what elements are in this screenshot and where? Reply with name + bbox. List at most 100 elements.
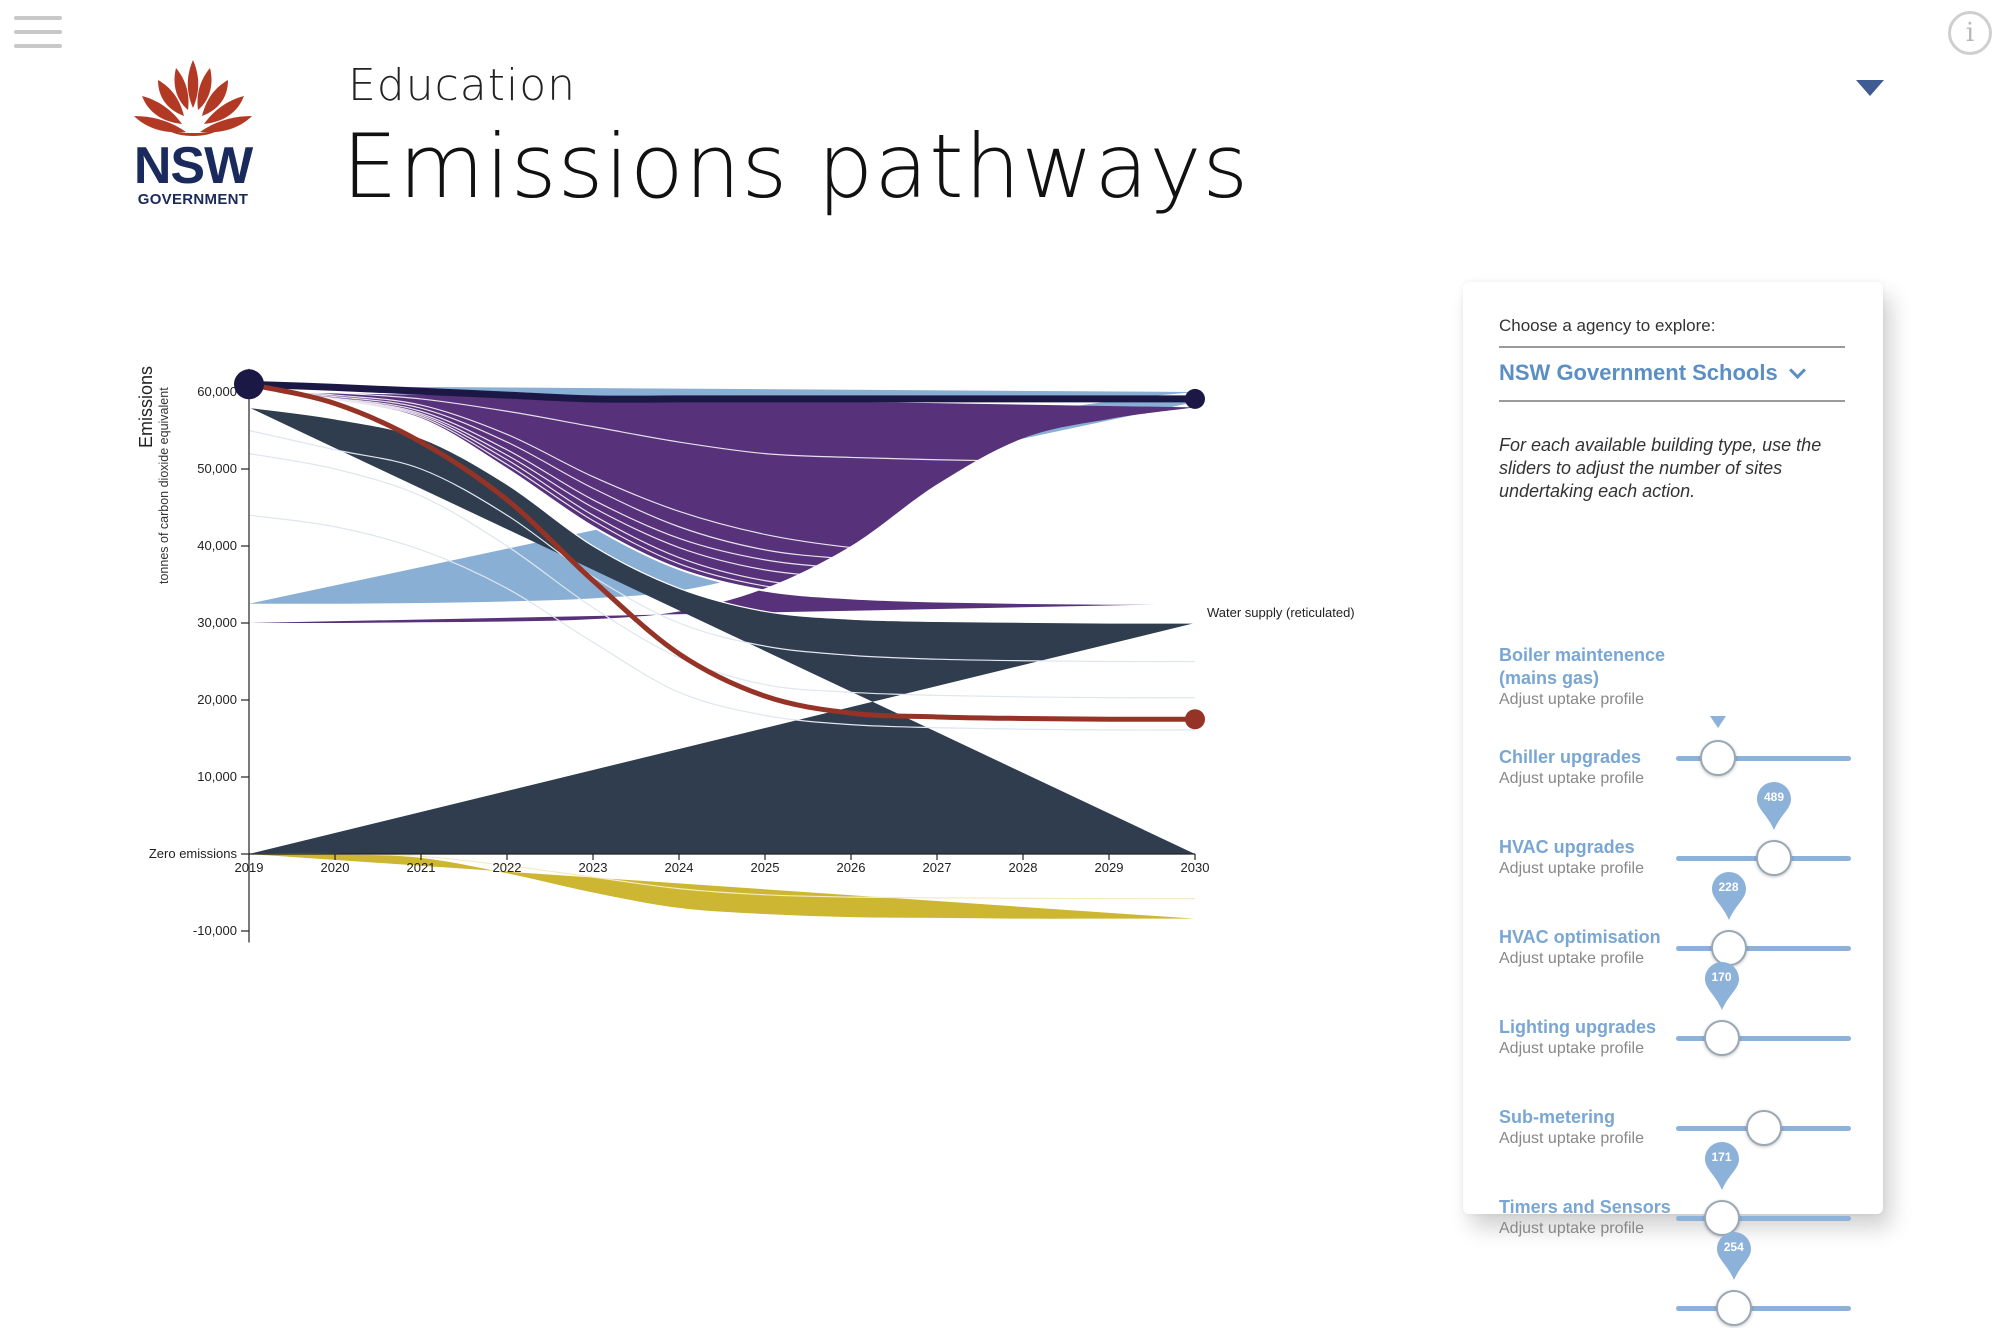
info-button[interactable]: i (1948, 11, 1992, 55)
page-title: Emissions pathways (342, 115, 1250, 218)
slider-value-tooltip: 489 (1757, 782, 1791, 830)
area-boundary-line (248, 429, 1196, 663)
action-name: HVAC upgrades (1499, 837, 1635, 857)
uptake-slider[interactable] (1676, 716, 1851, 778)
area-boundary-line (248, 391, 1196, 600)
action-name: Lighting upgrades (1499, 1017, 1656, 1037)
y-tick-label: 40,000 (197, 538, 237, 553)
x-tick-label: 2029 (1095, 860, 1124, 875)
adjust-uptake-link[interactable]: Adjust uptake profile (1499, 1220, 1644, 1237)
adjust-uptake-link[interactable]: Adjust uptake profile (1499, 950, 1644, 967)
slider-track[interactable] (1676, 1306, 1851, 1311)
area-boundary-line (248, 390, 1196, 595)
slider-track[interactable] (1676, 1216, 1851, 1221)
slider-value: 171 (1711, 1150, 1732, 1164)
slider-value: 489 (1763, 790, 1785, 804)
action-item: Lighting upgrades Adjust uptake profile (1499, 1016, 1679, 1059)
x-tick-label: 2025 (751, 860, 780, 875)
y-tick-label: 60,000 (197, 384, 237, 399)
page-subtitle: Education (348, 60, 577, 111)
uptake-slider[interactable] (1676, 1108, 1851, 1148)
baseline-total-line (245, 380, 1199, 403)
divider (1499, 346, 1845, 348)
y-axis-label: Emissions (136, 366, 156, 448)
action-item: HVAC upgrades Adjust uptake profile (1499, 836, 1679, 879)
x-tick-label: 2024 (665, 860, 694, 875)
adjust-uptake-link[interactable]: Adjust uptake profile (1499, 1130, 1644, 1147)
slider-marker-icon (1710, 716, 1726, 728)
slider-thumb[interactable] (1700, 740, 1736, 776)
y-tick-label: 50,000 (197, 461, 237, 476)
slider-thumb[interactable] (1715, 1290, 1752, 1326)
slider-track[interactable] (1676, 1036, 1851, 1041)
action-name: Boiler maintenence (mains gas) (1499, 645, 1666, 688)
instructions-text: For each available building type, use th… (1499, 435, 1822, 501)
adjust-uptake-link[interactable]: Adjust uptake profile (1499, 1040, 1644, 1057)
dropdown-caret-icon[interactable] (1856, 80, 1884, 96)
x-tick-label: 2021 (407, 860, 436, 875)
x-tick-label: 2023 (579, 860, 608, 875)
slider-value: 170 (1711, 970, 1732, 984)
slider-thumb[interactable] (1756, 840, 1792, 876)
agency-select-value: NSW Government Schools (1499, 360, 1778, 385)
emissions-chart: 60,000 50,000 40,000 30,000 20,000 10,000 Zero… (136, 366, 1355, 943)
y-tick-label: 10,000 (197, 769, 237, 784)
slider-value-tooltip: 254 (1716, 1232, 1751, 1280)
y-axis-sublabel: tonnes of carbon dioxide equivalent (157, 387, 171, 584)
y-tick-label: -10,000 (193, 923, 237, 938)
adjust-uptake-link[interactable]: Adjust uptake profile (1499, 770, 1644, 787)
area-boundary-line (248, 390, 1196, 584)
slider-value-tooltip: 228 (1711, 872, 1746, 920)
slider-thumb[interactable] (1745, 1110, 1782, 1146)
slider-thumb[interactable] (1703, 1020, 1740, 1056)
divider (1499, 400, 1845, 402)
slider-track[interactable] (1676, 946, 1851, 951)
slider-thumb[interactable] (1710, 930, 1747, 966)
pathway-line (246, 381, 1198, 722)
uptake-slider[interactable]: 171 (1676, 1142, 1851, 1238)
uptake-slider[interactable]: 170 (1676, 962, 1851, 1058)
area-offset-yellow (249, 853, 1195, 919)
x-tick-label: 2028 (1009, 860, 1038, 875)
uptake-slider[interactable]: 254 (1676, 1232, 1851, 1328)
adjust-uptake-link[interactable]: Adjust uptake profile (1499, 691, 1644, 708)
series-label-water-supply: Water supply (reticulated) (1207, 605, 1355, 620)
area-boundary-line (248, 391, 1196, 605)
chevron-down-icon (1788, 361, 1806, 379)
action-name: HVAC optimisation (1499, 927, 1661, 947)
area-purple (249, 392, 1195, 624)
y-tick-label: Zero emissions (149, 846, 238, 861)
waratah-icon (134, 60, 252, 136)
y-tick-label: 30,000 (197, 615, 237, 630)
area-boundary-line (248, 514, 1196, 731)
chart-axes: 60,000 50,000 40,000 30,000 20,000 10,000 Zero… (149, 368, 1209, 943)
chart-lines (234, 369, 1205, 730)
action-item: Timers and Sensors Adjust uptake profile (1499, 1196, 1679, 1239)
nsw-government-logo: NSW GOVERNMENT (128, 58, 258, 208)
menu-button[interactable] (14, 16, 62, 54)
x-tick-label: 2019 (235, 860, 264, 875)
agency-select[interactable]: NSW Government Schools (1499, 360, 1845, 400)
slider-value-tooltip: 170 (1704, 962, 1739, 1010)
area-boundary-line (248, 389, 1196, 567)
start-point-marker (234, 369, 264, 400)
area-boundary-line (248, 388, 1196, 557)
uptake-slider[interactable]: 489 (1676, 782, 1851, 878)
x-tick-label: 2022 (493, 860, 522, 875)
area-boundary-line (248, 453, 1196, 699)
area-boundary-line (248, 387, 1195, 463)
end-point-marker-baseline (1185, 388, 1205, 409)
chart-areas (248, 385, 1196, 919)
x-tick-label: 2026 (837, 860, 866, 875)
adjust-uptake-link[interactable]: Adjust uptake profile (1499, 860, 1644, 877)
info-icon: i (1965, 18, 1975, 48)
slider-track[interactable] (1676, 756, 1851, 761)
area-boundary-line (248, 389, 1196, 575)
end-point-marker-pathway (1185, 709, 1205, 730)
y-tick-label: 20,000 (197, 692, 237, 707)
hamburger-icon (14, 16, 62, 20)
slider-thumb[interactable] (1703, 1200, 1740, 1236)
uptake-slider[interactable]: 228 (1676, 872, 1851, 968)
slider-value-tooltip: 171 (1704, 1142, 1739, 1190)
area-boundary-line (248, 853, 1196, 900)
